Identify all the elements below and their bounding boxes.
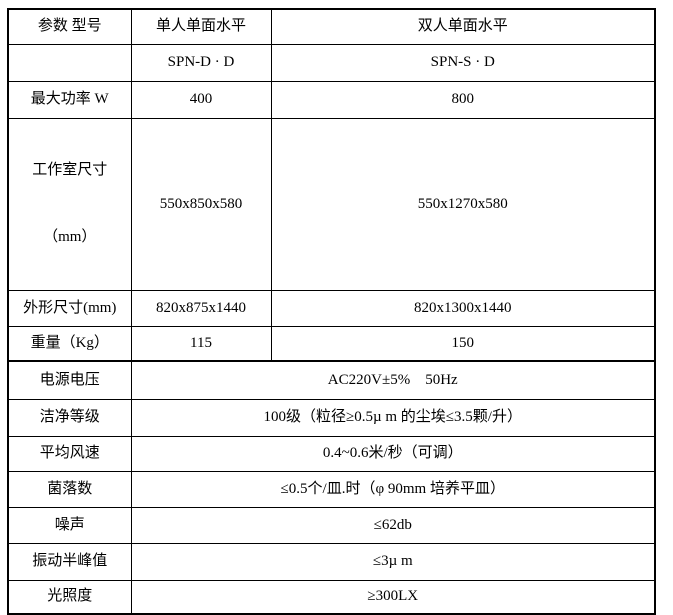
chamber-size-double-cell: 550x1270x580 <box>270 117 656 291</box>
row-noise: 噪声 ≤62db <box>7 506 656 544</box>
page: 参数 型号 单人单面水平 双人单面水平 SPN-D · D SPN-S · D … <box>7 8 656 615</box>
max-power-label-cell: 最大功率 W <box>7 80 132 119</box>
vibration-value-cell: ≤3µ m <box>130 542 656 581</box>
outer-dimensions-label-cell: 外形尺寸(mm) <box>7 289 132 327</box>
colony-count-value-cell: ≤0.5个/皿.时（φ 90mm 培养平皿） <box>130 470 656 508</box>
noise-label-cell: 噪声 <box>7 506 132 544</box>
max-power-double-cell: 800 <box>270 80 656 119</box>
cleanliness-value-cell: 100级（粒径≥0.5µ m 的尘埃≤3.5颗/升） <box>130 398 656 437</box>
row-air-velocity: 平均风速 0.4~0.6米/秒（可调） <box>7 435 656 472</box>
row-vibration-half-peak: 振动半峰值 ≤3µ m <box>7 542 656 581</box>
illumination-value-cell: ≥300LX <box>130 579 656 615</box>
row-power-supply: 电源电压 AC220V±5% 50Hz <box>7 360 656 400</box>
chamber-size-single-cell: 550x850x580 <box>130 117 272 291</box>
row-header: 参数 型号 单人单面水平 双人单面水平 <box>7 8 656 45</box>
header-double-person-cell: 双人单面水平 <box>270 8 656 45</box>
cleanliness-label-cell: 洁净等级 <box>7 398 132 437</box>
vibration-label-cell: 振动半峰值 <box>7 542 132 581</box>
colony-count-label-cell: 菌落数 <box>7 470 132 508</box>
noise-value-cell: ≤62db <box>130 506 656 544</box>
row-weight: 重量（Kg） 115 150 <box>7 325 656 362</box>
max-power-single-cell: 400 <box>130 80 272 119</box>
chamber-size-label-line1: 工作室尺寸 <box>32 162 108 178</box>
power-supply-label-cell: 电源电压 <box>7 360 132 400</box>
model-single-cell: SPN-D · D <box>130 43 272 82</box>
air-velocity-label-cell: 平均风速 <box>7 435 132 472</box>
row-max-power: 最大功率 W 400 800 <box>7 80 656 119</box>
row-outer-dimensions: 外形尺寸(mm) 820x875x1440 820x1300x1440 <box>7 289 656 327</box>
row-colony-count: 菌落数 ≤0.5个/皿.时（φ 90mm 培养平皿） <box>7 470 656 508</box>
header-single-person-cell: 单人单面水平 <box>130 8 272 45</box>
row-chamber-size: 工作室尺寸 （mm） 550x850x580 550x1270x580 <box>7 117 656 291</box>
power-supply-value-cell: AC220V±5% 50Hz <box>130 360 656 400</box>
header-param-model-cell: 参数 型号 <box>7 8 132 45</box>
model-double-cell: SPN-S · D <box>270 43 656 82</box>
chamber-size-label-line2: （mm） <box>43 228 97 245</box>
weight-single-cell: 115 <box>130 325 272 362</box>
row-illumination: 光照度 ≥300LX <box>7 579 656 615</box>
weight-double-cell: 150 <box>270 325 656 362</box>
spec-table: 参数 型号 单人单面水平 双人单面水平 SPN-D · D SPN-S · D … <box>7 8 656 615</box>
model-label-cell <box>7 43 132 82</box>
outer-dimensions-double-cell: 820x1300x1440 <box>270 289 656 327</box>
chamber-size-label-cell: 工作室尺寸 （mm） <box>7 117 132 291</box>
air-velocity-value-cell: 0.4~0.6米/秒（可调） <box>130 435 656 472</box>
illumination-label-cell: 光照度 <box>7 579 132 615</box>
weight-label-cell: 重量（Kg） <box>7 325 132 362</box>
row-model: SPN-D · D SPN-S · D <box>7 43 656 82</box>
outer-dimensions-single-cell: 820x875x1440 <box>130 289 272 327</box>
row-cleanliness-class: 洁净等级 100级（粒径≥0.5µ m 的尘埃≤3.5颗/升） <box>7 398 656 437</box>
